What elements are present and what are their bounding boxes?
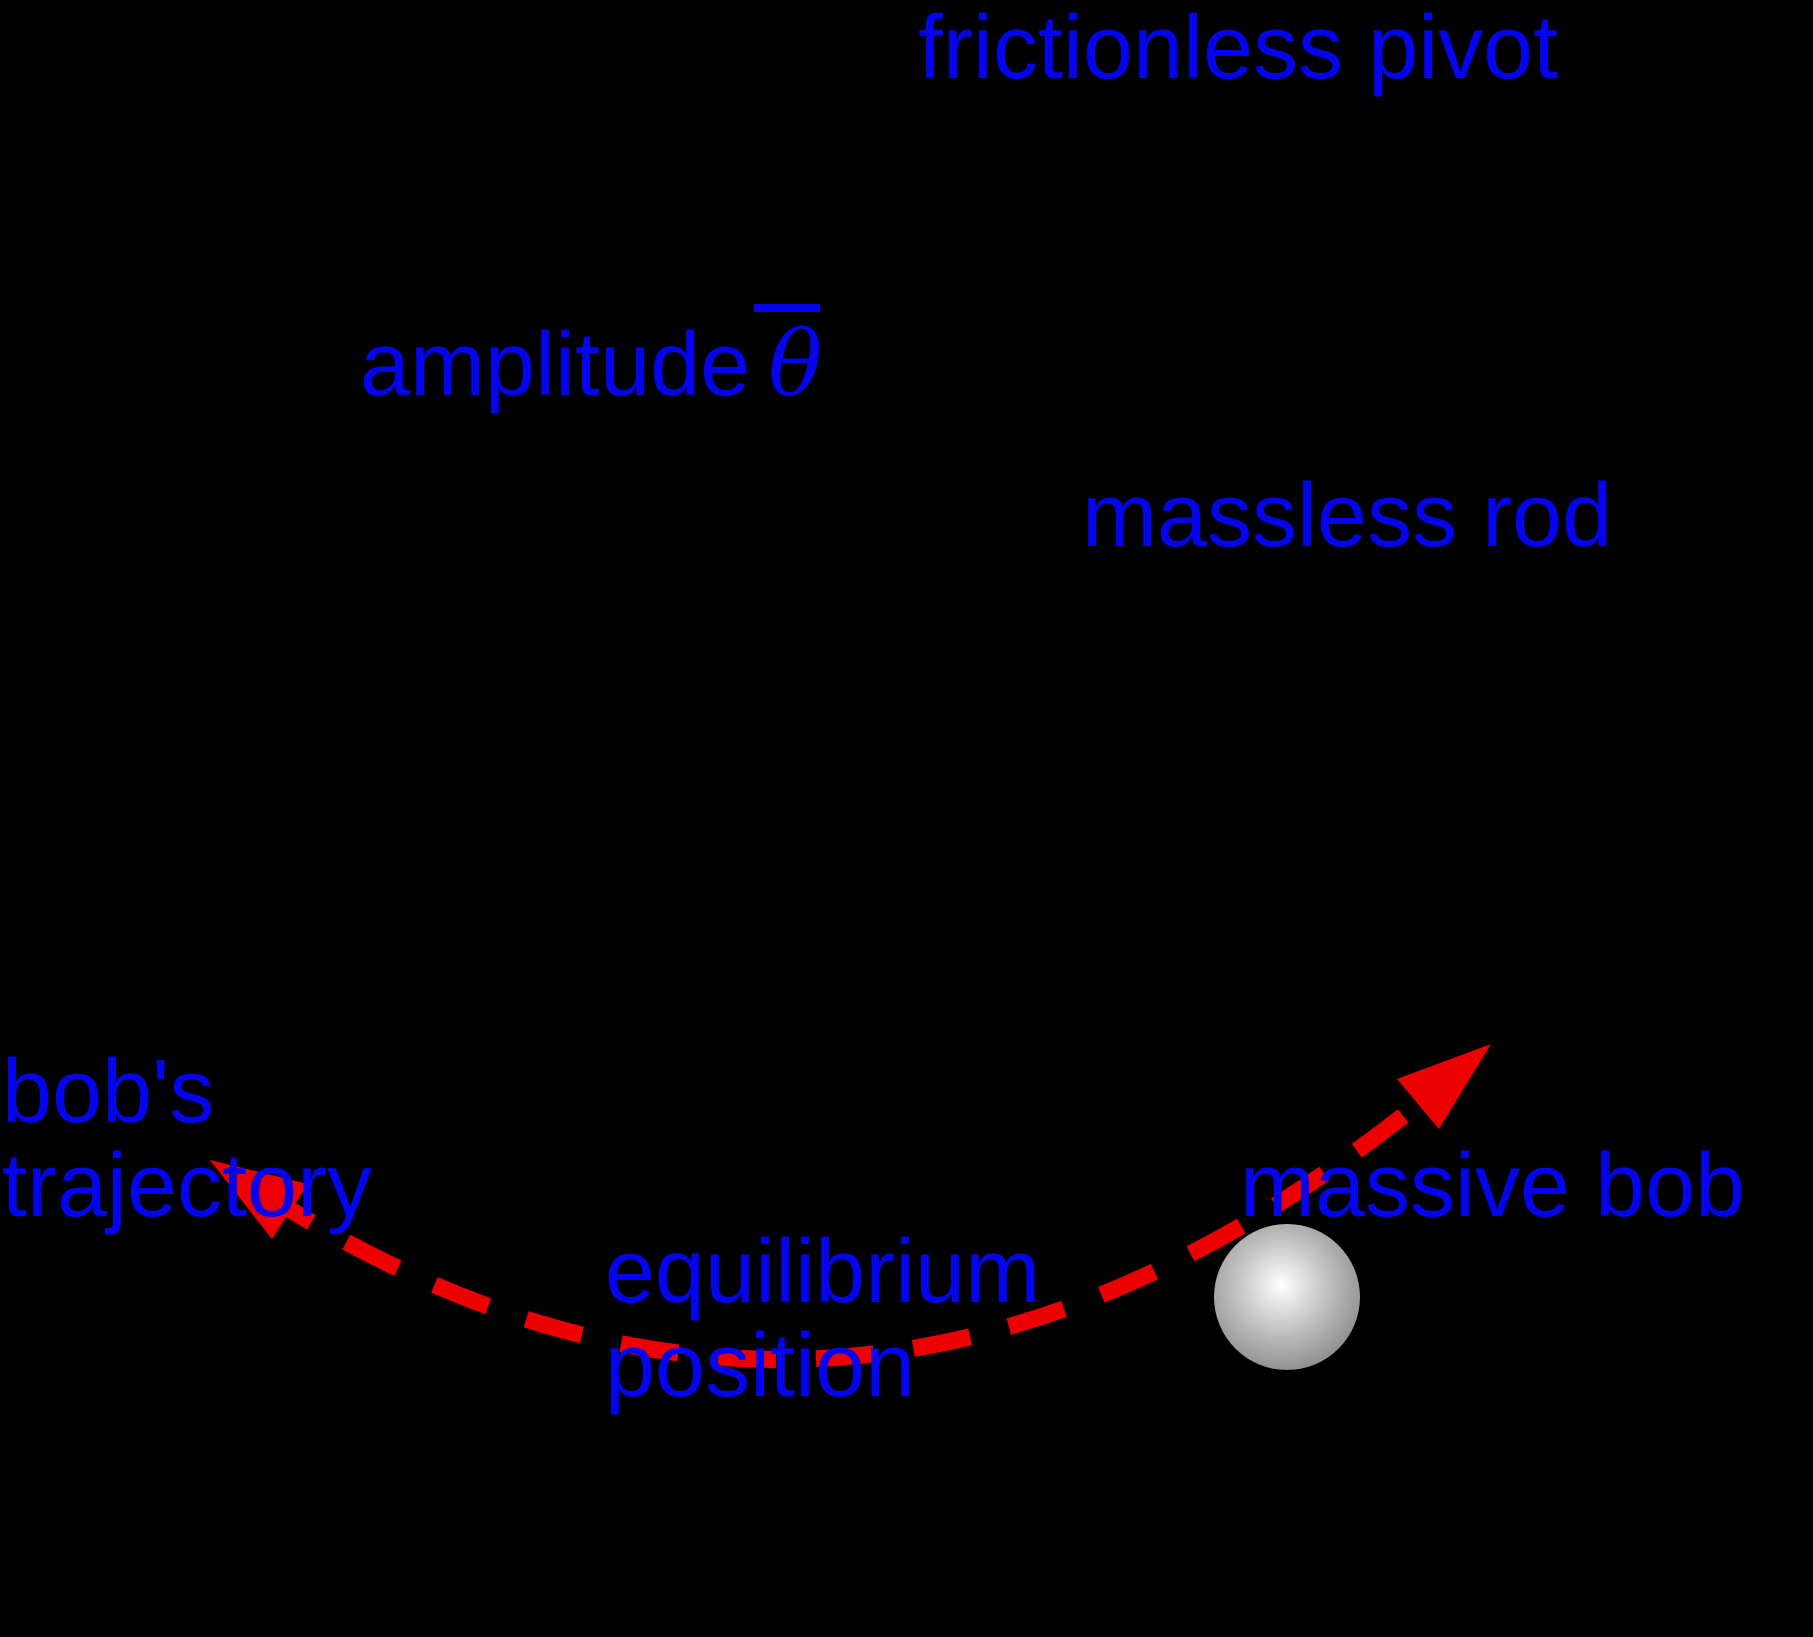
label-bobs-trajectory-line2: trajectory bbox=[2, 1135, 373, 1236]
bob-sphere bbox=[1214, 1224, 1360, 1370]
trajectory-arc bbox=[257, 1075, 1451, 1368]
trajectory-arrow-left-icon bbox=[210, 1160, 308, 1239]
label-equilibrium-line1: equilibrium bbox=[605, 1222, 1041, 1322]
label-frictionless-pivot: frictionless pivot bbox=[918, 0, 1559, 98]
label-bobs-trajectory-line1: bob's bbox=[2, 1042, 215, 1142]
label-equilibrium-position: equilibrium position bbox=[605, 1222, 1041, 1416]
label-amplitude-text: amplitude bbox=[360, 315, 751, 415]
label-amplitude: amplitude θ bbox=[360, 304, 823, 417]
trajectory-arrow-right-icon bbox=[1397, 1044, 1491, 1129]
label-massive-bob: massive bob bbox=[1240, 1136, 1746, 1236]
theta-symbol: θ bbox=[754, 304, 823, 417]
label-bobs-trajectory: bob's trajectory bbox=[2, 1042, 373, 1236]
label-massless-rod: massless rod bbox=[1082, 466, 1613, 566]
label-equilibrium-line2: position bbox=[605, 1315, 916, 1416]
